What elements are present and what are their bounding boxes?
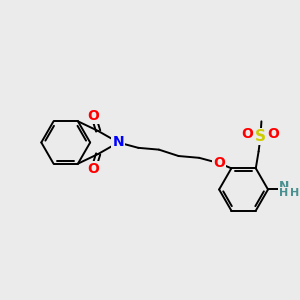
Text: N: N (112, 136, 124, 149)
Text: H: H (279, 188, 289, 198)
Text: S: S (255, 129, 266, 144)
Text: N: N (279, 180, 289, 193)
Text: O: O (242, 128, 253, 142)
Text: O: O (268, 128, 280, 142)
Text: H: H (290, 188, 299, 198)
Text: O: O (88, 162, 99, 176)
Text: O: O (213, 156, 225, 170)
Text: O: O (88, 109, 99, 123)
